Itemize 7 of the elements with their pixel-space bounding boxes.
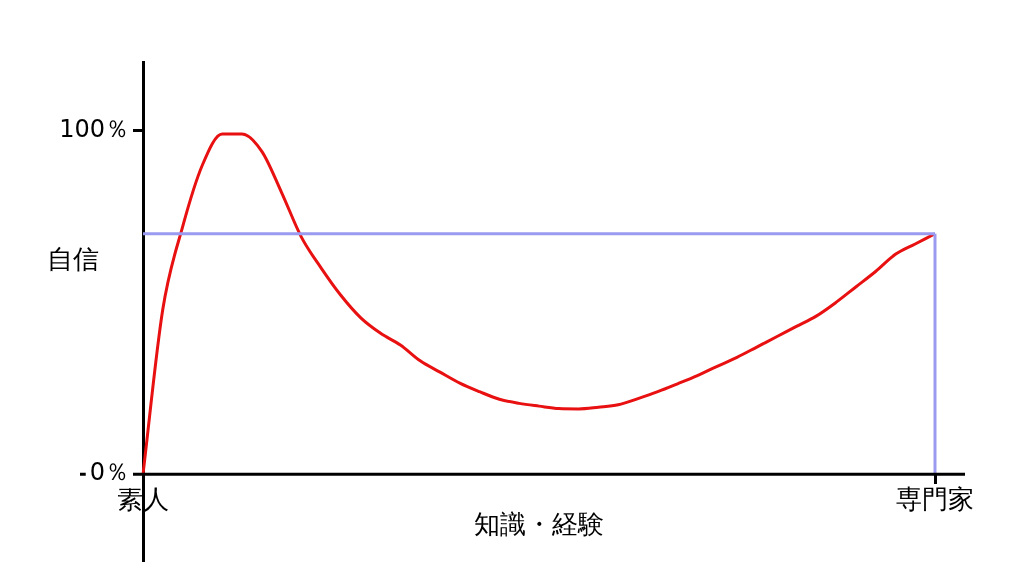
line-series (141, 132, 937, 476)
x-axis-title: 知識・経験 (474, 508, 604, 539)
y-axis-title: 自信 (47, 243, 99, 274)
y-tick-label: 0％ (89, 458, 129, 487)
y-tick-label: 100％ (59, 114, 129, 143)
x-tick-label: 専門家 (896, 484, 974, 515)
x-tick-label: 素人 (117, 484, 169, 515)
